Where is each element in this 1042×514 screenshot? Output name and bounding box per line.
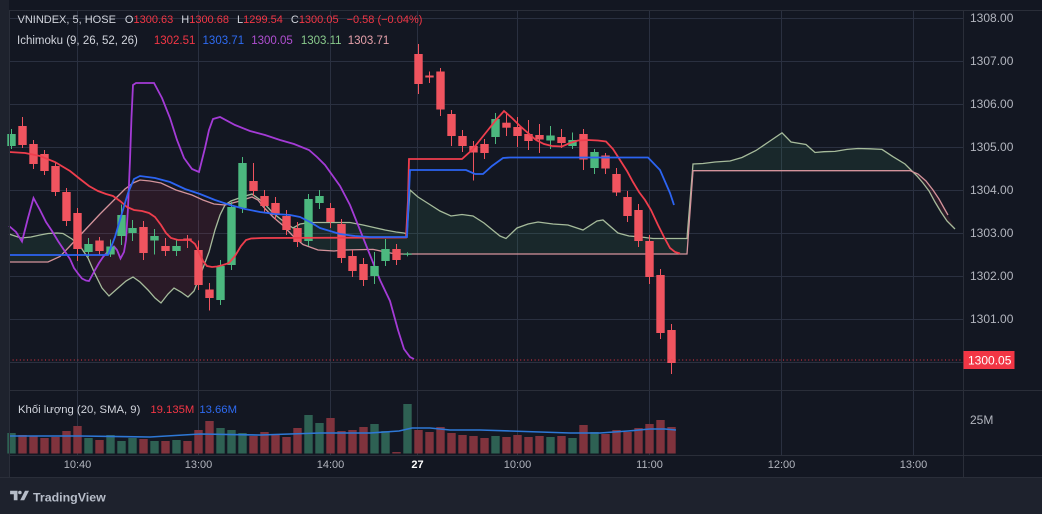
svg-text:1301.00: 1301.00 bbox=[970, 312, 1014, 326]
svg-text:25M: 25M bbox=[970, 413, 993, 427]
svg-text:1306.00: 1306.00 bbox=[970, 97, 1014, 111]
svg-text:10:40: 10:40 bbox=[64, 459, 92, 471]
svg-text:1302.00: 1302.00 bbox=[970, 269, 1014, 283]
svg-text:Khối lượng (20, SMA, 9)19.135M: Khối lượng (20, SMA, 9) 19.135M 13.66M bbox=[18, 404, 237, 416]
svg-text:27: 27 bbox=[411, 459, 423, 471]
svg-text:TradingView: TradingView bbox=[33, 491, 106, 505]
svg-text:12:00: 12:00 bbox=[768, 459, 796, 471]
svg-text:1305.00: 1305.00 bbox=[970, 140, 1014, 154]
svg-text:11:00: 11:00 bbox=[636, 459, 663, 471]
svg-text:10:00: 10:00 bbox=[504, 459, 532, 471]
svg-text:13:00: 13:00 bbox=[185, 459, 213, 471]
svg-text:14:00: 14:00 bbox=[317, 459, 345, 471]
svg-text:1300.05: 1300.05 bbox=[968, 354, 1012, 368]
svg-text:Ichimoku (9, 26, 52, 26)1302.5: Ichimoku (9, 26, 52, 26) 1302.51 1303.71 13… bbox=[17, 35, 389, 47]
svg-text:1303.00: 1303.00 bbox=[970, 226, 1014, 240]
svg-text:1308.00: 1308.00 bbox=[970, 11, 1014, 25]
svg-text:13:00: 13:00 bbox=[900, 459, 928, 471]
svg-text:1304.00: 1304.00 bbox=[970, 183, 1014, 197]
svg-text:1307.00: 1307.00 bbox=[970, 54, 1014, 68]
